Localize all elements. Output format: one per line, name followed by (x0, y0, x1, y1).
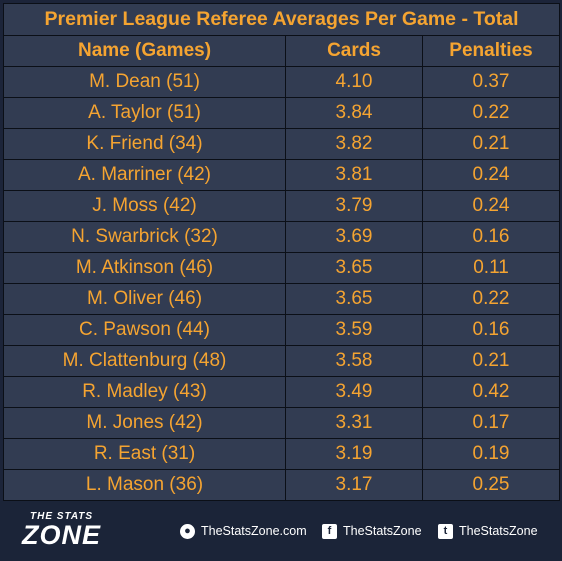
table-row: L. Mason (36) 3.17 0.25 (3, 468, 561, 502)
referee-name-cell: M. Atkinson (46) (3, 252, 286, 285)
facebook-link[interactable]: f TheStatsZone (322, 521, 422, 541)
facebook-icon: f (322, 523, 337, 539)
table-row: A. Taylor (51) 3.84 0.22 (3, 97, 561, 130)
referee-name-cell: N. Swarbrick (32) (3, 221, 286, 254)
penalties-cell: 0.21 (421, 128, 561, 161)
cards-cell: 3.49 (285, 375, 423, 408)
table-row: M. Dean (51) 4.10 0.37 (3, 66, 561, 99)
column-header-name: Name (Games) (3, 35, 286, 68)
cards-cell: 3.65 (285, 252, 423, 285)
cards-cell: 3.58 (285, 345, 423, 377)
penalties-cell: 0.22 (421, 283, 561, 316)
table-row: K. Friend (34) 3.82 0.21 (3, 128, 561, 161)
penalties-cell: 0.21 (421, 345, 561, 377)
cards-cell: 3.19 (285, 437, 423, 470)
referee-name-cell: J. Moss (42) (3, 190, 286, 223)
table-row: M. Jones (42) 3.31 0.17 (3, 406, 561, 439)
penalties-cell: 0.24 (421, 159, 561, 192)
website-link[interactable]: ● TheStatsZone.com (180, 521, 307, 541)
penalties-cell: 0.22 (421, 97, 561, 130)
penalties-cell: 0.16 (421, 221, 561, 254)
table-row: J. Moss (42) 3.79 0.24 (3, 190, 561, 223)
cards-cell: 3.82 (285, 128, 423, 161)
website-label: TheStatsZone.com (201, 524, 307, 538)
referee-name-cell: R. East (31) (3, 437, 286, 470)
penalties-cell: 0.25 (421, 468, 561, 502)
table-body: Premier League Referee Averages Per Game… (2, 2, 561, 502)
stats-zone-logo: THE STATS ZONE (22, 511, 132, 555)
referee-name-cell: L. Mason (36) (3, 468, 286, 502)
column-header-cards: Cards (285, 35, 423, 68)
penalties-cell: 0.11 (421, 252, 561, 285)
table-row: A. Marriner (42) 3.81 0.24 (3, 159, 561, 192)
referee-name-cell: M. Jones (42) (3, 406, 286, 439)
referee-name-cell: K. Friend (34) (3, 128, 286, 161)
footer: THE STATS ZONE ● TheStatsZone.com f TheS… (0, 501, 562, 561)
facebook-label: TheStatsZone (343, 524, 422, 538)
header-row: Name (Games) Cards Penalties (3, 35, 561, 68)
table-row: R. East (31) 3.19 0.19 (3, 437, 561, 470)
table-row: C. Pawson (44) 3.59 0.16 (3, 314, 561, 346)
table-row: M. Oliver (46) 3.65 0.22 (3, 283, 561, 316)
penalties-cell: 0.17 (421, 406, 561, 439)
logo-small-text: THE STATS (30, 511, 94, 522)
referee-name-cell: A. Taylor (51) (3, 97, 286, 130)
cards-cell: 3.65 (285, 283, 423, 316)
cards-cell: 4.10 (285, 66, 423, 99)
twitter-icon: t (438, 523, 453, 539)
penalties-cell: 0.19 (421, 437, 561, 470)
penalties-cell: 0.16 (421, 314, 561, 346)
penalties-cell: 0.37 (421, 66, 561, 99)
penalties-cell: 0.24 (421, 190, 561, 223)
column-header-penalties: Penalties (421, 35, 561, 68)
table-row: M. Clattenburg (48) 3.58 0.21 (3, 345, 561, 377)
referee-name-cell: M. Dean (51) (3, 66, 286, 99)
referee-table: Premier League Referee Averages Per Game… (2, 2, 561, 502)
cards-cell: 3.79 (285, 190, 423, 223)
table-title: Premier League Referee Averages Per Game… (2, 2, 561, 37)
twitter-link[interactable]: t TheStatsZone (438, 521, 538, 541)
cards-cell: 3.59 (285, 314, 423, 346)
cards-cell: 3.31 (285, 406, 423, 439)
logo-big-text: ZONE (22, 520, 102, 550)
referee-name-cell: M. Clattenburg (48) (3, 345, 286, 377)
cards-cell: 3.69 (285, 221, 423, 254)
cards-cell: 3.17 (285, 468, 423, 502)
referee-name-cell: R. Madley (43) (3, 375, 286, 408)
cards-cell: 3.81 (285, 159, 423, 192)
penalties-cell: 0.42 (421, 375, 561, 408)
referee-name-cell: A. Marriner (42) (3, 159, 286, 192)
twitter-label: TheStatsZone (459, 524, 538, 538)
title-row: Premier League Referee Averages Per Game… (2, 2, 561, 37)
table-row: M. Atkinson (46) 3.65 0.11 (3, 252, 561, 285)
globe-icon: ● (180, 523, 195, 539)
table-row: N. Swarbrick (32) 3.69 0.16 (3, 221, 561, 254)
cards-cell: 3.84 (285, 97, 423, 130)
referee-name-cell: C. Pawson (44) (3, 314, 286, 346)
referee-name-cell: M. Oliver (46) (3, 283, 286, 316)
table-row: R. Madley (43) 3.49 0.42 (3, 375, 561, 408)
